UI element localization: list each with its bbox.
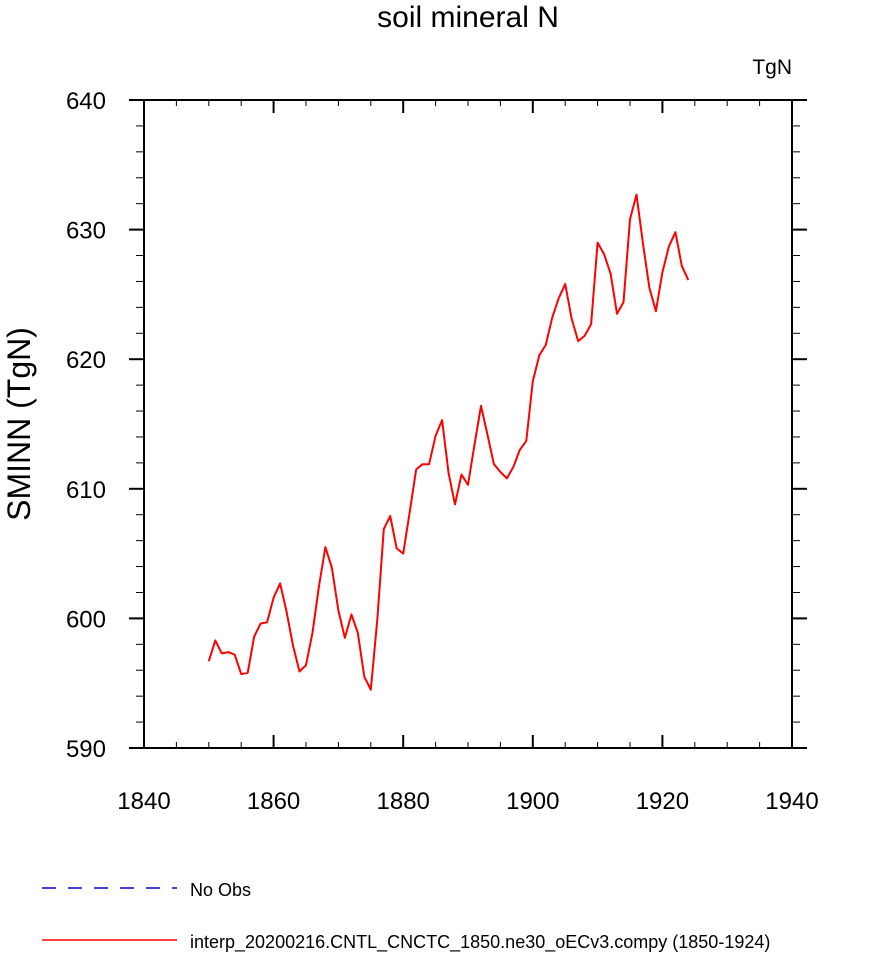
x-tick-label: 1920 <box>636 788 689 815</box>
x-tick-label: 1860 <box>247 788 300 815</box>
x-tick-label: 1940 <box>765 788 818 815</box>
x-tick-label: 1880 <box>377 788 430 815</box>
chart-title: soil mineral N <box>377 1 559 34</box>
x-tick-label: 1840 <box>117 788 170 815</box>
y-tick-label: 630 <box>66 218 106 245</box>
plot-frame <box>143 99 793 749</box>
y-tick-label: 610 <box>66 477 106 504</box>
units-label: TgN <box>752 56 792 79</box>
y-tick-label: 600 <box>66 606 106 633</box>
legend-label-model: interp_20200216.CNTL_CNCTC_1850.ne30_oEC… <box>190 932 770 953</box>
y-tick-label: 620 <box>66 347 106 374</box>
y-axis-label: SMINN (TgN) <box>1 327 37 521</box>
series-line-0 <box>207 193 690 691</box>
y-tick-label: 590 <box>66 736 106 763</box>
legend: No Obs interp_20200216.CNTL_CNCTC_1850.n… <box>42 880 770 953</box>
x-tick-label: 1900 <box>506 788 559 815</box>
series-layer <box>207 193 690 691</box>
axis-ticks <box>129 99 807 749</box>
axis-tick-labels: 1840 1860 1880 1900 1920 1940 590 600 610 620 630 6… <box>66 88 819 815</box>
legend-label-no-obs: No Obs <box>190 880 251 900</box>
y-tick-label: 640 <box>66 88 106 115</box>
